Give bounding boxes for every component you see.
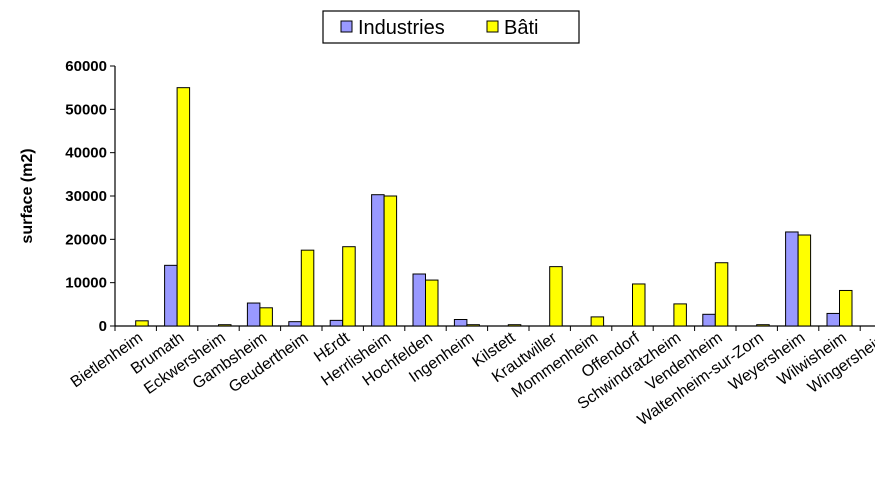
bar-bati <box>425 279 439 327</box>
y-tick-label: 10000 <box>65 275 107 292</box>
y-tick-label: 0 <box>99 318 107 335</box>
bar-industries <box>412 273 426 327</box>
bar-industries <box>288 321 302 327</box>
bar-bati <box>466 324 480 327</box>
bar-bati <box>797 234 812 327</box>
bar-bati <box>218 324 232 327</box>
plot-area: 0100002000030000400005000060000Bietlenhe… <box>65 58 875 429</box>
y-tick-label: 60000 <box>65 58 107 75</box>
legend-swatch-industries <box>340 20 353 33</box>
bar-bati <box>300 249 315 327</box>
bar-bati <box>507 324 522 327</box>
legend-swatch-bati <box>486 20 499 33</box>
legend-box <box>322 10 580 44</box>
bar-industries <box>246 302 261 327</box>
bar-bati <box>632 283 646 327</box>
y-tick-label: 40000 <box>65 145 107 162</box>
legend-label-industries: Industries <box>358 17 445 39</box>
bar-bati <box>673 303 687 327</box>
bar-bati <box>590 316 605 327</box>
bar-industries <box>453 319 468 327</box>
bar-bati <box>756 324 770 327</box>
bar-bati <box>383 195 398 327</box>
bar-industries <box>329 319 344 327</box>
bar-bati <box>259 307 273 327</box>
y-tick-label: 20000 <box>65 231 107 248</box>
bar-industries <box>371 194 385 327</box>
y-tick-label: 50000 <box>65 101 107 118</box>
bar-bati <box>839 289 853 327</box>
y-axis-label: surface (m2) <box>19 148 36 243</box>
bar-industries <box>826 312 840 327</box>
bar-bati <box>549 266 563 327</box>
legend: Industries Bâti <box>322 10 580 44</box>
y-tick-label: 30000 <box>65 188 107 205</box>
bar-industries <box>164 264 178 327</box>
bar-bati <box>135 320 149 327</box>
legend-label-bati: Bâti <box>504 17 538 39</box>
bar-industries <box>785 231 799 327</box>
bar-bati <box>714 262 729 327</box>
bar-industries <box>702 313 716 327</box>
bar-bati <box>176 87 191 327</box>
bar-bati <box>342 246 356 327</box>
